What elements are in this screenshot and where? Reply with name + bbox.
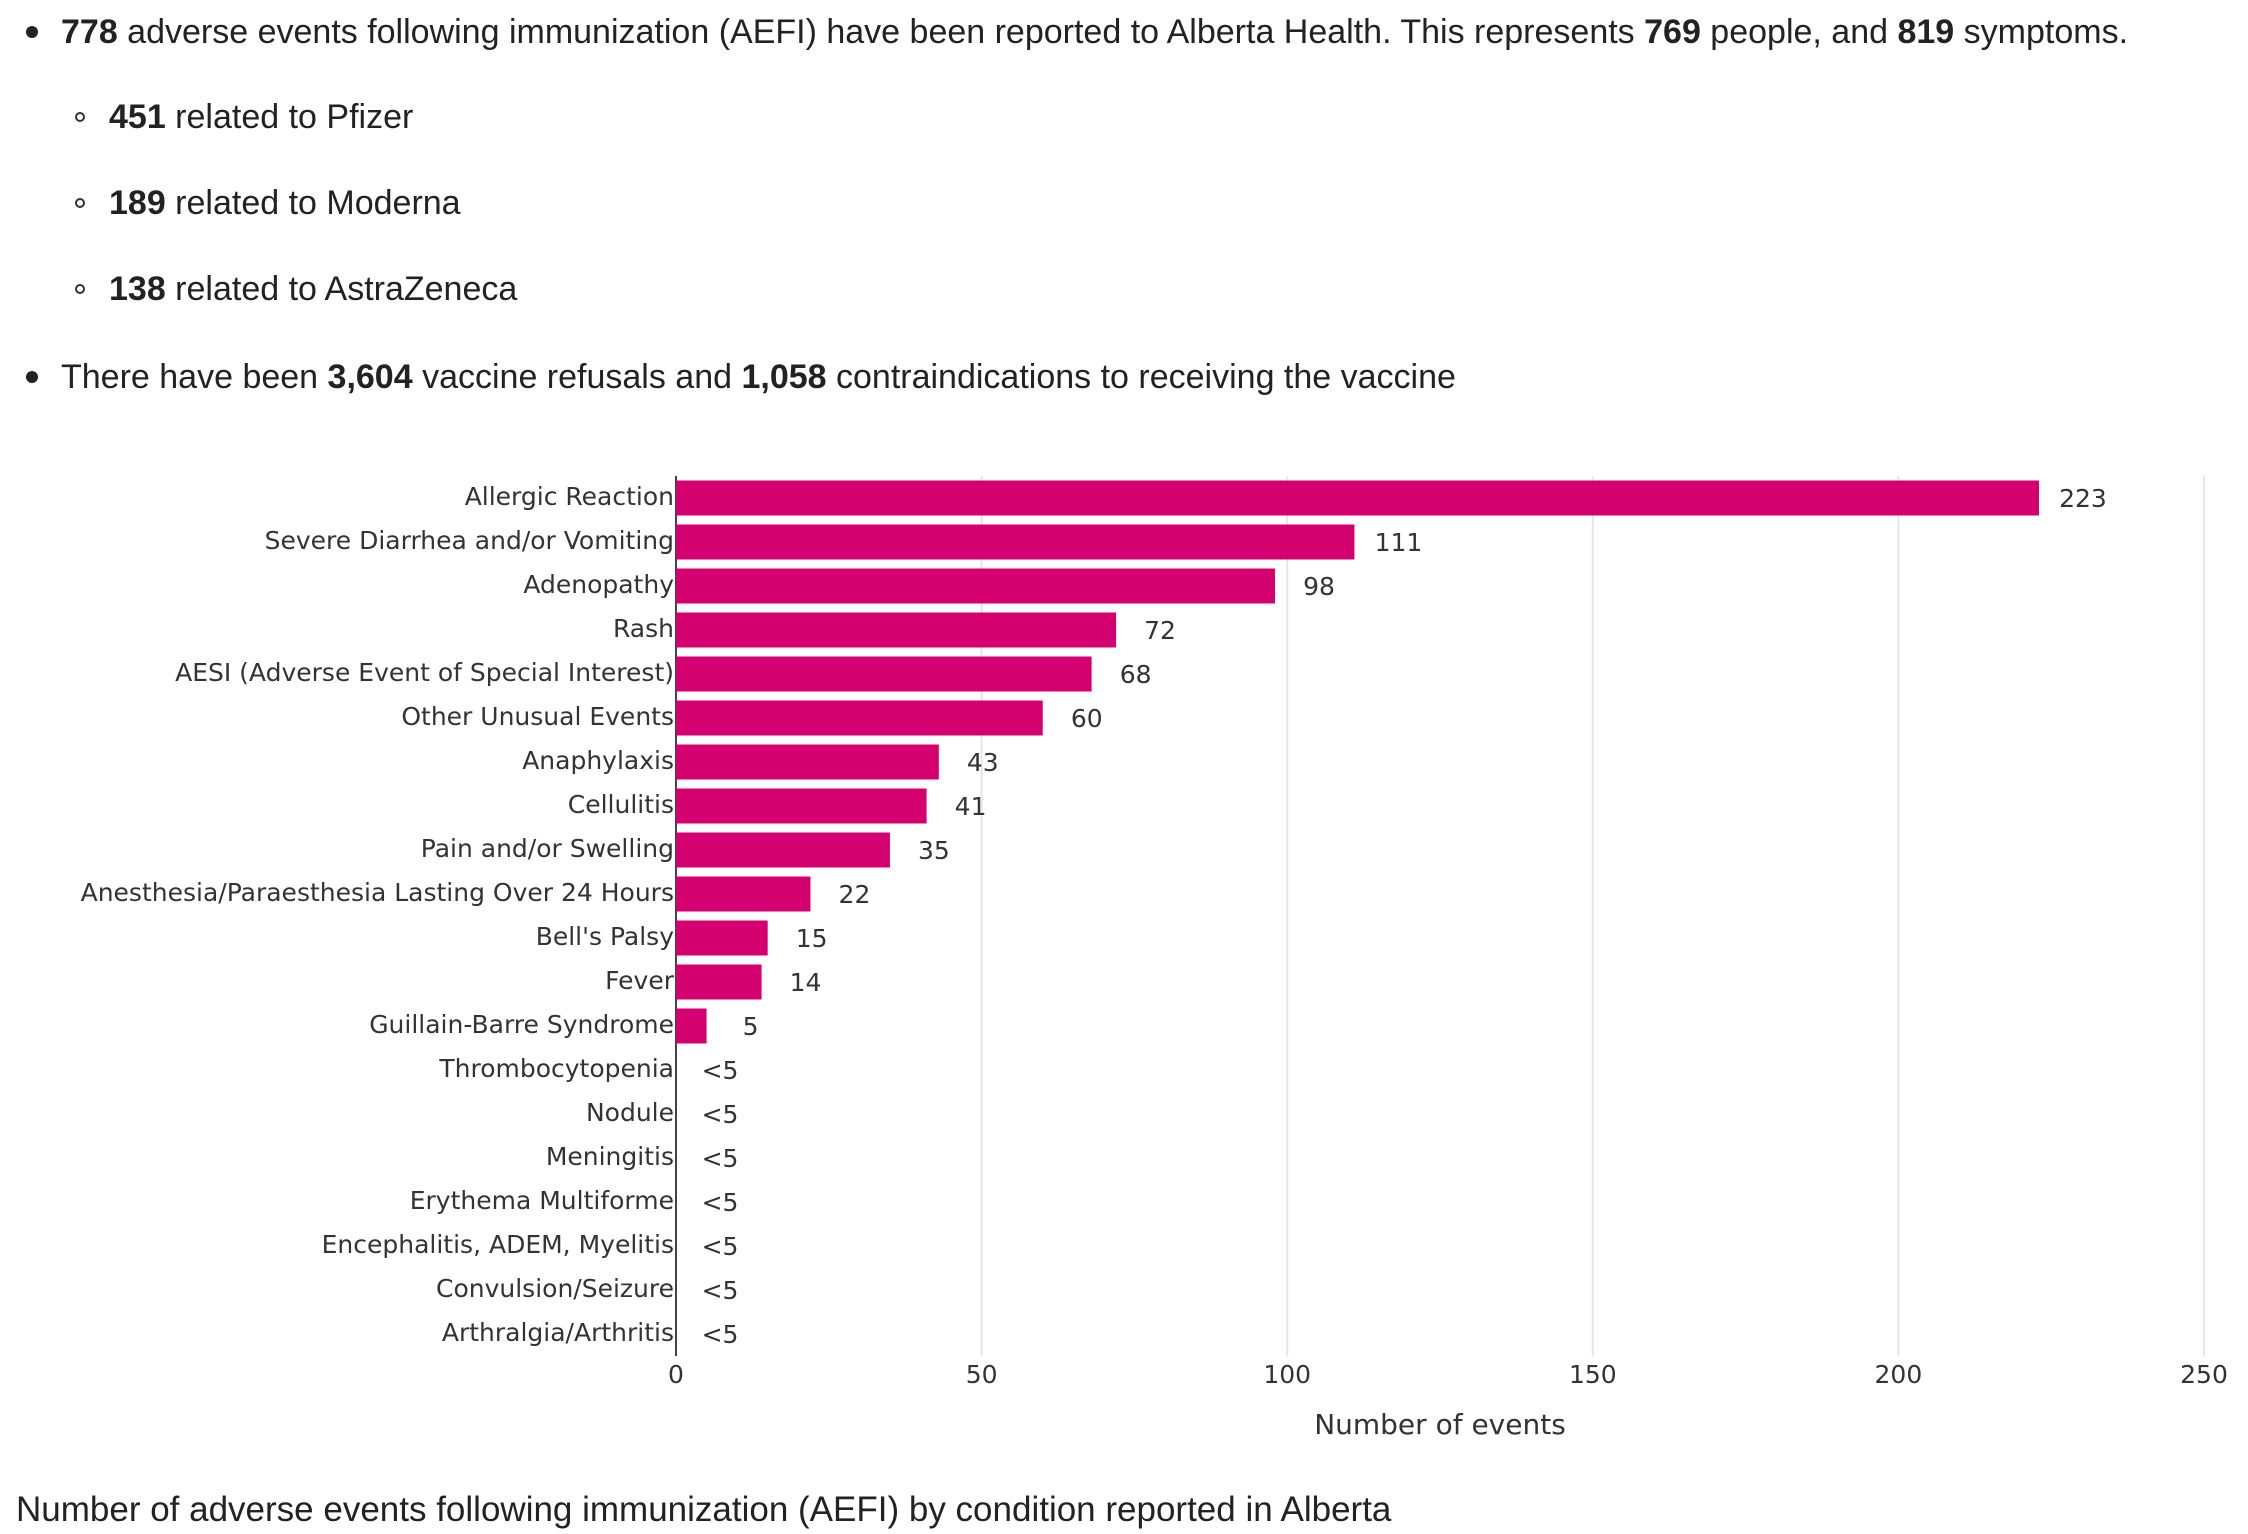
value-label: 41: [955, 792, 987, 821]
y-tick-label: Guillain-Barre Syndrome: [369, 1010, 674, 1039]
bold-number: 138: [109, 270, 166, 308]
value-label: 68: [1120, 660, 1152, 689]
bullet-text: 189 related to Moderna: [109, 183, 461, 223]
text-span: contraindications to receiving the vacci…: [826, 358, 1456, 396]
value-label: 35: [918, 836, 950, 865]
x-tick-label: 250: [2180, 1360, 2228, 1389]
y-tick-label: Nodule: [586, 1098, 674, 1127]
y-tick-label: Encephalitis, ADEM, Myelitis: [322, 1230, 674, 1259]
bar: [676, 744, 939, 780]
y-tick-label: Convulsion/Seizure: [436, 1274, 674, 1303]
y-tick-label: Bell's Palsy: [536, 922, 675, 951]
bold-number: 1,058: [741, 358, 827, 396]
value-label: 15: [796, 924, 828, 953]
sub-bullet: [75, 112, 85, 122]
value-label: 5: [743, 1012, 759, 1041]
bar: [676, 612, 1117, 648]
bold-number: 778: [61, 13, 118, 51]
bullet: [26, 371, 38, 383]
value-label: <5: [702, 1320, 739, 1349]
value-label: <5: [702, 1144, 739, 1173]
bullet-text: There have been 3,604 vaccine refusals a…: [61, 357, 1456, 397]
value-label: <5: [702, 1276, 739, 1305]
bold-number: 189: [109, 184, 166, 222]
value-label: 60: [1071, 704, 1103, 733]
y-tick-label: Erythema Multiforme: [410, 1186, 674, 1215]
sub-bullet: [75, 284, 85, 294]
value-label: 22: [839, 880, 871, 909]
x-tick-label: 200: [1875, 1360, 1923, 1389]
y-tick-label: Adenopathy: [523, 570, 674, 599]
text-span: related to Pfizer: [165, 98, 414, 136]
value-label: 111: [1375, 528, 1423, 557]
bar: [676, 1008, 707, 1044]
bar: [676, 964, 762, 1000]
bar: [676, 524, 1355, 560]
value-label: <5: [702, 1100, 739, 1129]
text-span: related to Moderna: [165, 184, 461, 222]
y-tick-label: Meningitis: [546, 1142, 674, 1171]
text-span: people, and: [1700, 13, 1898, 51]
bullet-text: 778 adverse events following immunizatio…: [61, 12, 2128, 52]
y-tick-label: Severe Diarrhea and/or Vomiting: [265, 526, 674, 555]
y-tick-label: Arthralgia/Arthritis: [442, 1318, 674, 1347]
bar: [676, 920, 768, 956]
y-tick-label: Rash: [613, 614, 674, 643]
bullet: [26, 26, 38, 38]
y-tick-label: Pain and/or Swelling: [421, 834, 674, 863]
y-tick-label: Allergic Reaction: [465, 482, 674, 511]
y-tick-label: Other Unusual Events: [401, 702, 674, 731]
bullet-text: 138 related to AstraZeneca: [109, 269, 517, 309]
bar: [676, 832, 890, 868]
value-label: 98: [1303, 572, 1335, 601]
y-tick-label: Cellulitis: [568, 790, 674, 819]
text-span: symptoms.: [1954, 13, 2129, 51]
value-label: <5: [702, 1232, 739, 1261]
value-label: 14: [790, 968, 822, 997]
y-tick-label: Anaphylaxis: [522, 746, 674, 775]
text-span: related to AstraZeneca: [165, 270, 518, 308]
sub-bullet: [75, 198, 85, 208]
bold-number: 451: [109, 98, 166, 136]
text-span: There have been: [61, 358, 328, 396]
value-label: 72: [1144, 616, 1176, 645]
bar: [676, 656, 1092, 692]
text-span: vaccine refusals and: [412, 358, 742, 396]
x-axis-title: Number of events: [1314, 1408, 1566, 1441]
value-label: <5: [702, 1188, 739, 1217]
x-tick-label: 50: [966, 1360, 998, 1389]
bar: [676, 568, 1275, 604]
bar: [676, 700, 1043, 736]
bar: [676, 788, 927, 824]
chart: 0 50 100 150 200 250 Number of events Allergic …: [81, 476, 2228, 1441]
y-tick-label: Thrombocytopenia: [438, 1054, 674, 1083]
y-tick-label: Anesthesia/Paraesthesia Lasting Over 24 …: [81, 878, 674, 907]
text-span: adverse events following immunization (A…: [117, 13, 1645, 51]
bold-number: 769: [1644, 13, 1701, 51]
bar: [676, 876, 811, 912]
bold-number: 3,604: [327, 358, 413, 396]
bullet-text: 451 related to Pfizer: [109, 97, 413, 137]
value-label: <5: [702, 1056, 739, 1085]
bar: [676, 480, 2039, 516]
x-tick-label: 100: [1263, 1360, 1311, 1389]
bold-number: 819: [1897, 13, 1955, 51]
chart-caption: Number of adverse events following immun…: [16, 1490, 1392, 1529]
x-tick-label: 0: [668, 1360, 684, 1389]
y-tick-label: AESI (Adverse Event of Special Interest): [175, 658, 674, 687]
y-tick-label: Fever: [605, 966, 675, 995]
value-label: 223: [2059, 484, 2107, 513]
value-label: 43: [967, 748, 999, 777]
x-tick-label: 150: [1569, 1360, 1617, 1389]
